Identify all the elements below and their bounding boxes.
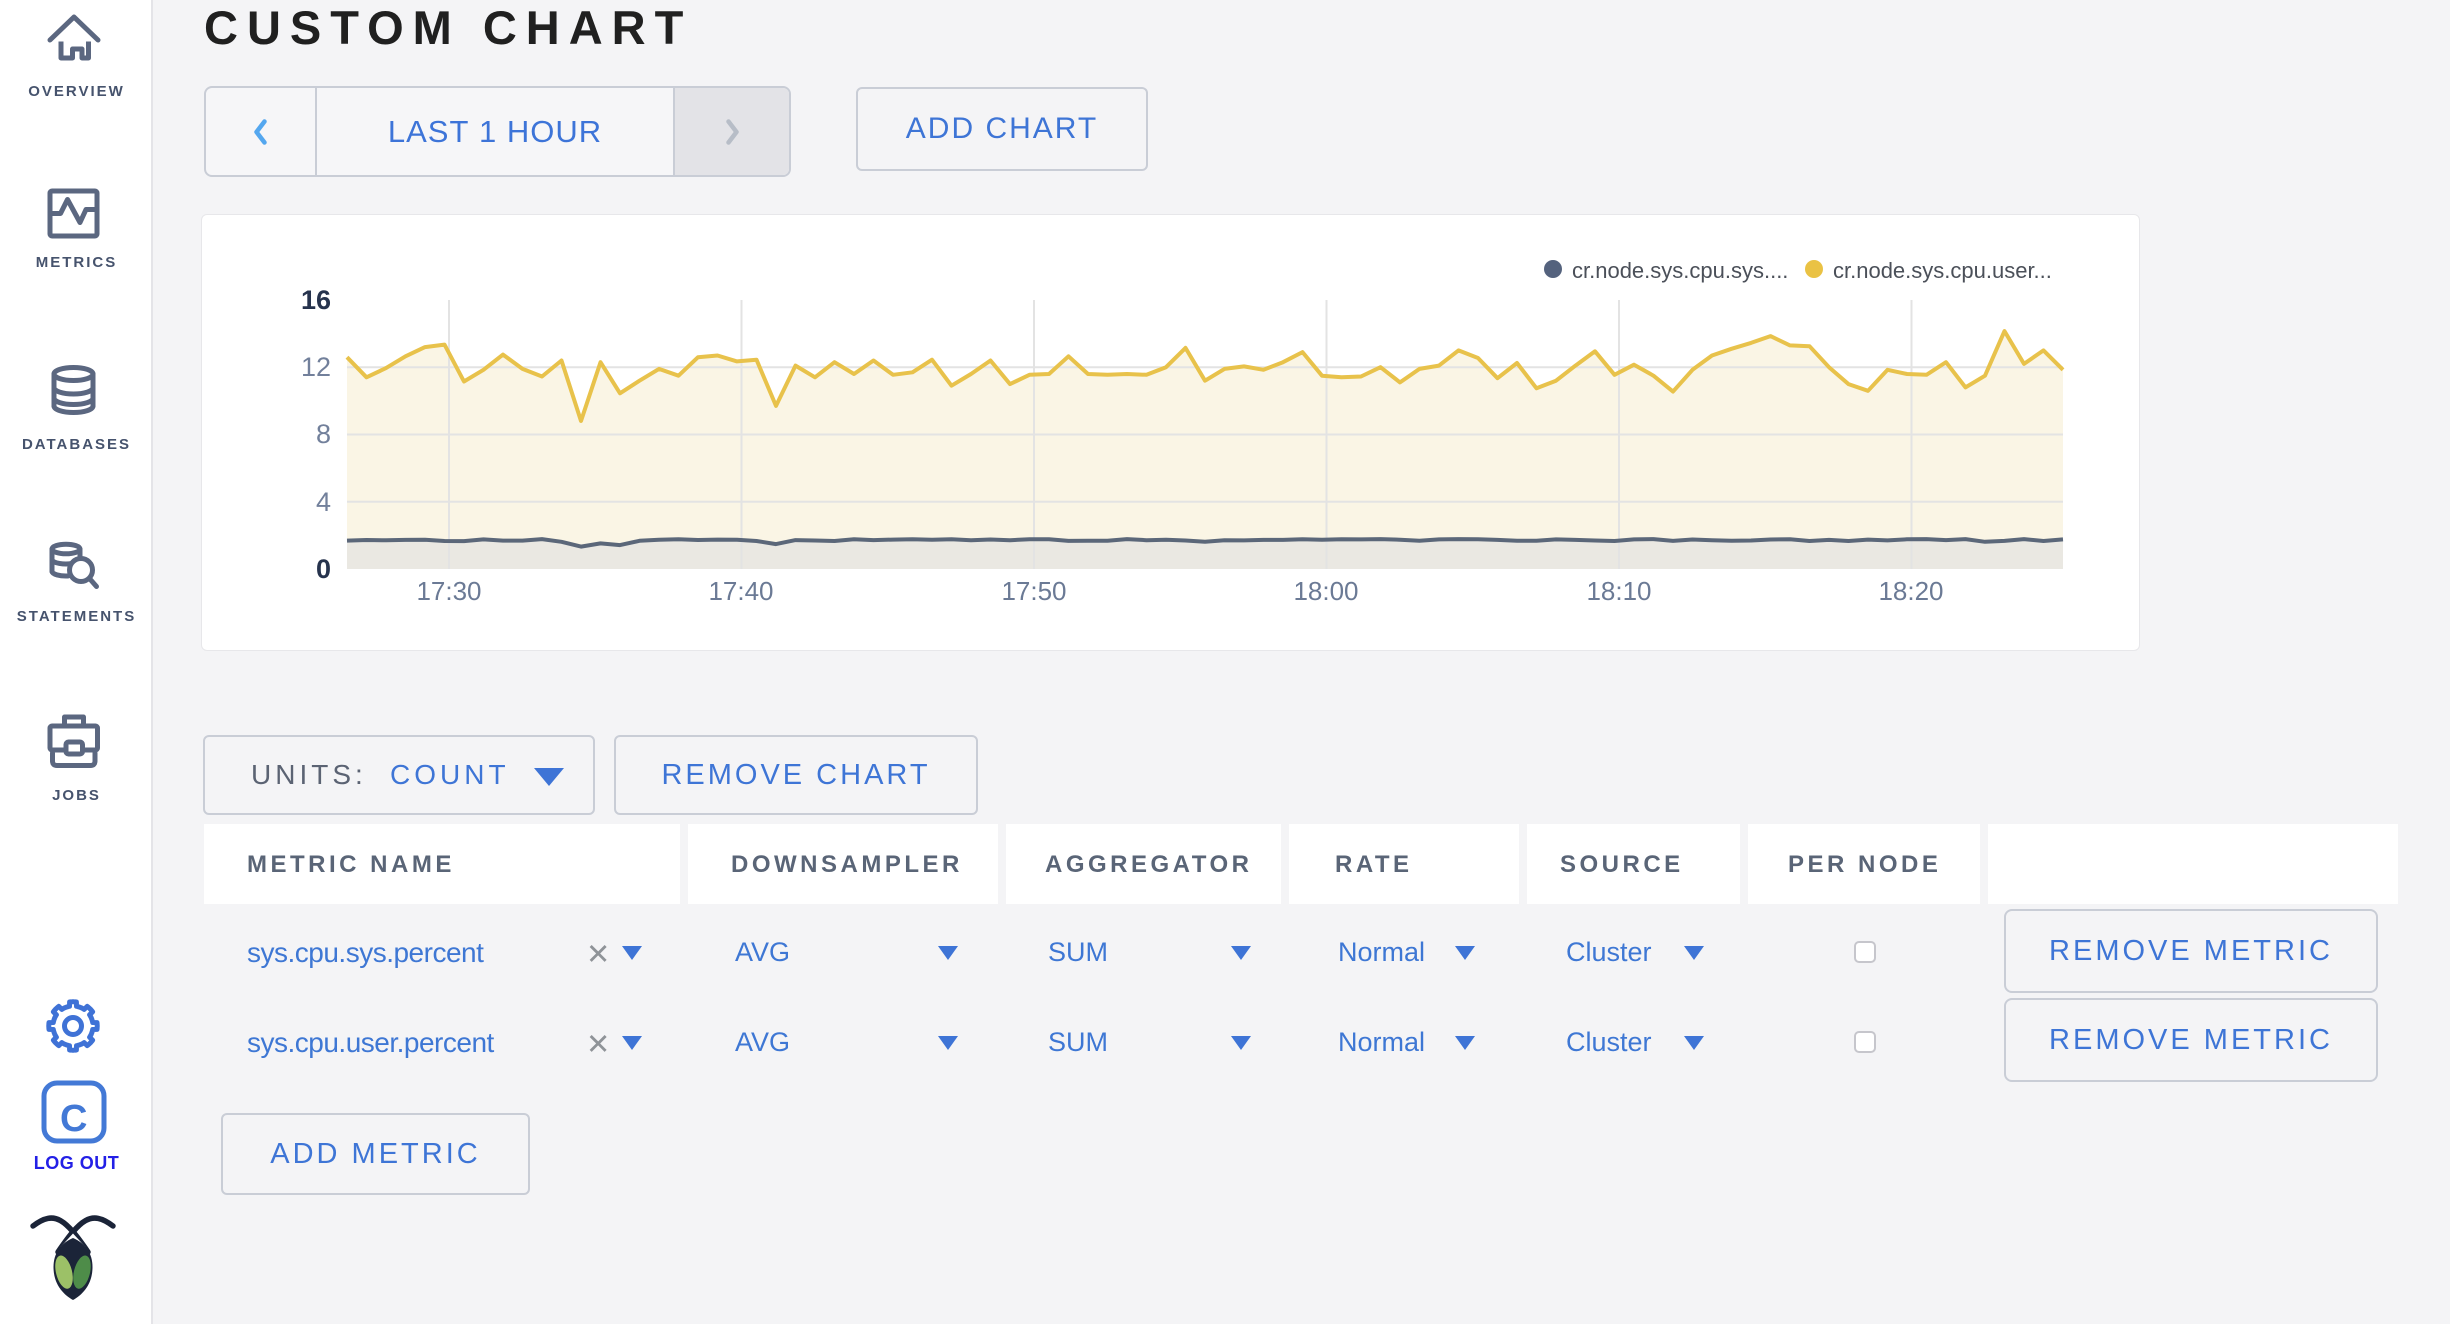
- svg-text:17:30: 17:30: [416, 576, 481, 606]
- svg-text:8: 8: [316, 419, 331, 449]
- svg-text:17:40: 17:40: [708, 576, 773, 606]
- svg-text:0: 0: [316, 554, 331, 584]
- svg-text:16: 16: [301, 285, 331, 315]
- svg-text:18:10: 18:10: [1586, 576, 1651, 606]
- svg-text:18:00: 18:00: [1293, 576, 1358, 606]
- svg-text:cr.node.sys.cpu.user...: cr.node.sys.cpu.user...: [1833, 258, 2052, 283]
- svg-text:17:50: 17:50: [1001, 576, 1066, 606]
- svg-text:12: 12: [301, 352, 331, 382]
- svg-text:4: 4: [316, 487, 331, 517]
- svg-text:18:20: 18:20: [1878, 576, 1943, 606]
- svg-text:cr.node.sys.cpu.sys....: cr.node.sys.cpu.sys....: [1572, 258, 1788, 283]
